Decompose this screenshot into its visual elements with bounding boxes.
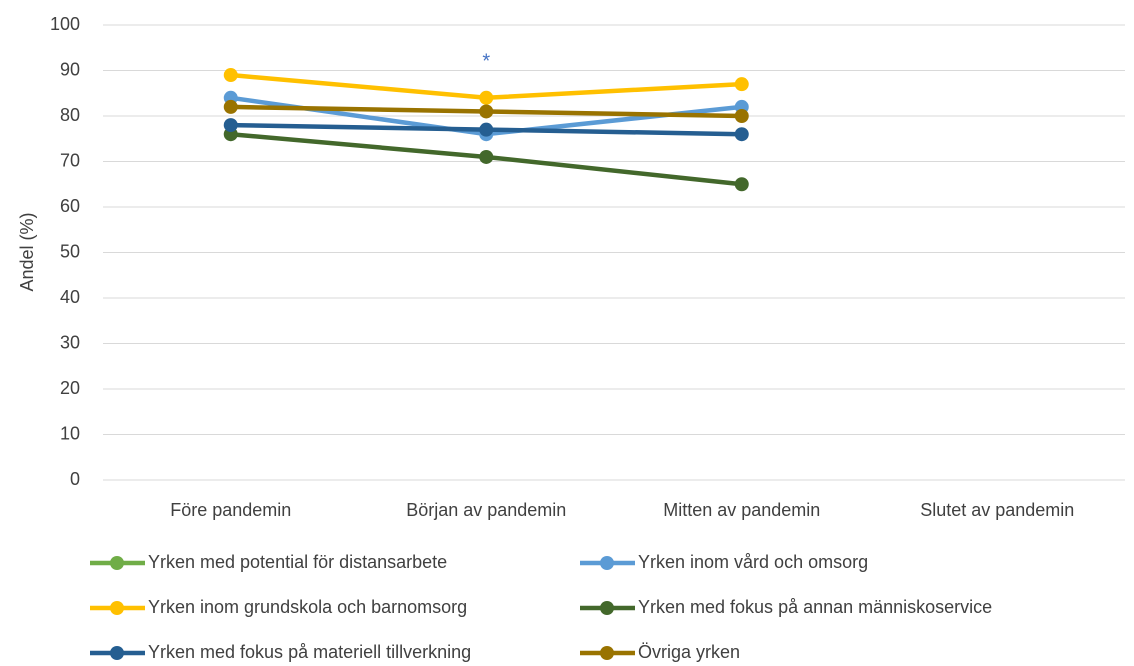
y-tick-label: 10	[60, 423, 80, 443]
legend-label: Yrken inom grundskola och barnomsorg	[148, 597, 467, 617]
legend-label: Övriga yrken	[638, 642, 740, 662]
y-tick-label: 90	[60, 59, 80, 79]
y-tick-label: 40	[60, 287, 80, 307]
data-point	[223, 68, 238, 83]
x-tick-label: Början av pandemin	[406, 500, 566, 520]
legend-label: Yrken med fokus på materiell tillverknin…	[148, 642, 471, 662]
data-point	[734, 127, 749, 142]
legend-marker	[600, 646, 614, 660]
y-tick-label: 80	[60, 105, 80, 125]
x-tick-label: Slutet av pandemin	[920, 500, 1074, 520]
y-tick-label: 0	[70, 469, 80, 489]
data-point	[734, 109, 749, 123]
y-tick-label: 30	[60, 332, 80, 352]
y-tick-label: 70	[60, 150, 80, 170]
x-tick-label: Före pandemin	[170, 500, 291, 520]
data-point	[223, 99, 238, 114]
legend-marker	[110, 646, 124, 660]
legend-marker	[110, 601, 124, 615]
legend-marker	[110, 556, 124, 570]
legend-label: Yrken med fokus på annan människoservice	[638, 597, 992, 617]
legend-label: Yrken inom vård och omsorg	[638, 552, 868, 572]
y-tick-label: 20	[60, 378, 80, 398]
legend-marker	[600, 556, 614, 570]
data-point	[734, 77, 749, 92]
data-point	[479, 90, 494, 105]
y-tick-label: 100	[50, 14, 80, 34]
y-tick-label: 60	[60, 196, 80, 216]
annotation: *	[482, 50, 490, 72]
data-point	[479, 122, 494, 137]
data-point	[734, 177, 749, 192]
data-point	[223, 118, 238, 133]
legend-label: Yrken med potential för distansarbete	[148, 552, 447, 572]
data-point	[479, 104, 494, 119]
legend-marker	[600, 601, 614, 615]
y-tick-label: 50	[60, 241, 80, 261]
data-point	[479, 149, 494, 164]
x-tick-label: Mitten av pandemin	[663, 500, 820, 520]
y-axis-label: Andel (%)	[17, 212, 37, 291]
